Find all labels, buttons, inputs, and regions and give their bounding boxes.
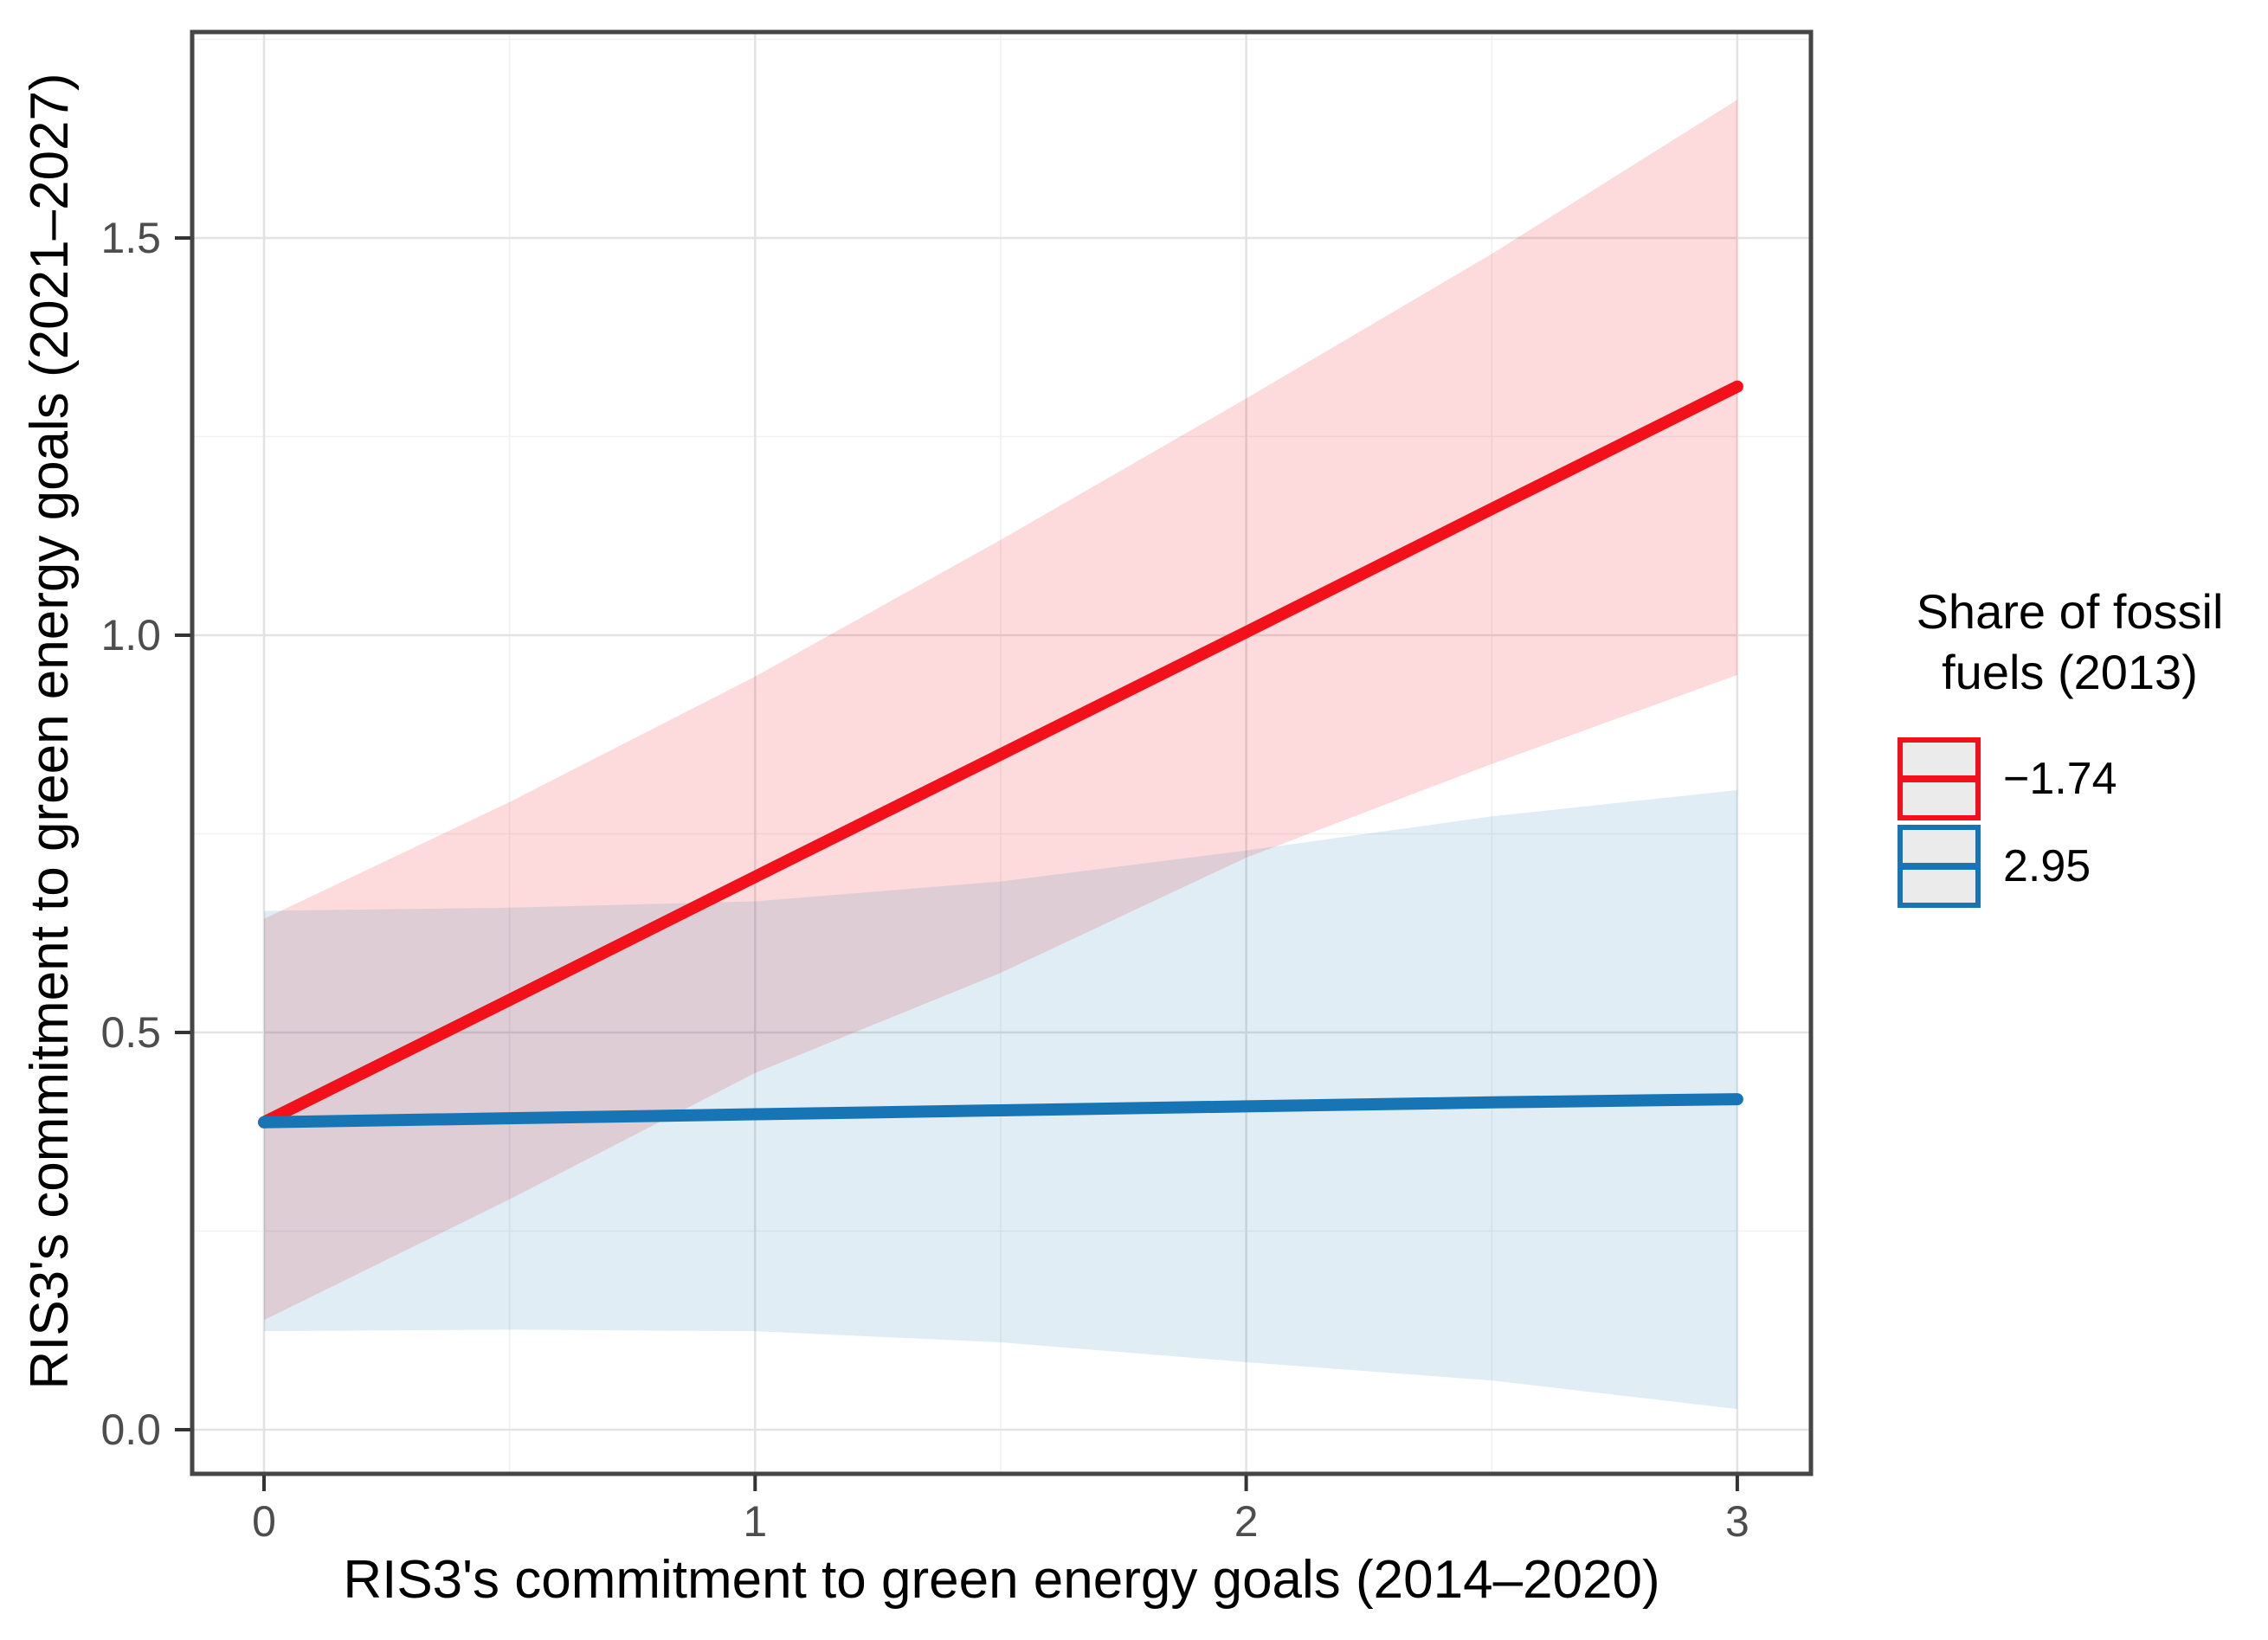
legend-title-line2: fuels (2013) xyxy=(1942,645,2198,699)
panel-border xyxy=(190,29,1814,1476)
legend-entry-label: −1.74 xyxy=(2003,754,2117,804)
ci-band-red xyxy=(264,100,1737,1321)
gridlines xyxy=(192,32,1811,1474)
legend-title-line1: Share of fossil xyxy=(1916,584,2224,639)
x-tick-label: 3 xyxy=(1725,1497,1749,1546)
regression-line-blue xyxy=(258,1093,1743,1129)
blue-line-key-icon xyxy=(1903,863,1975,870)
y-axis-title: RIS3's commitment to green energy goals … xyxy=(20,73,80,1389)
legend-key-swatch-blue xyxy=(1898,825,1981,908)
legend-key-swatch-red xyxy=(1898,737,1981,820)
y-tick-label: 0.5 xyxy=(100,1008,161,1057)
legend-entry: 2.95 xyxy=(1874,825,2265,908)
legend-entry-label: 2.95 xyxy=(2003,841,2091,891)
legend: Share of fossil fuels (2013) −1.74 2.95 xyxy=(1874,582,2265,912)
legend-entry: −1.74 xyxy=(1874,737,2265,820)
x-tick-label: 0 xyxy=(252,1497,276,1546)
regression-line-red xyxy=(258,380,1743,1129)
x-tick-label: 1 xyxy=(743,1497,767,1546)
tick-labels: 0 1 2 3 0.0 0.5 1.0 1.5 xyxy=(100,214,1749,1546)
legend-keys: −1.74 2.95 xyxy=(1874,737,2265,908)
axis-ticks xyxy=(175,236,1739,1491)
y-tick-label: 1.0 xyxy=(100,611,161,659)
red-line-key-icon xyxy=(1903,775,1975,782)
x-axis-title: RIS3's commitment to green energy goals … xyxy=(343,1550,1659,1610)
legend-title: Share of fossil fuels (2013) xyxy=(1874,582,2265,703)
y-tick-label: 1.5 xyxy=(100,214,161,262)
x-tick-label: 2 xyxy=(1234,1497,1259,1546)
y-tick-label: 0.0 xyxy=(100,1405,161,1454)
